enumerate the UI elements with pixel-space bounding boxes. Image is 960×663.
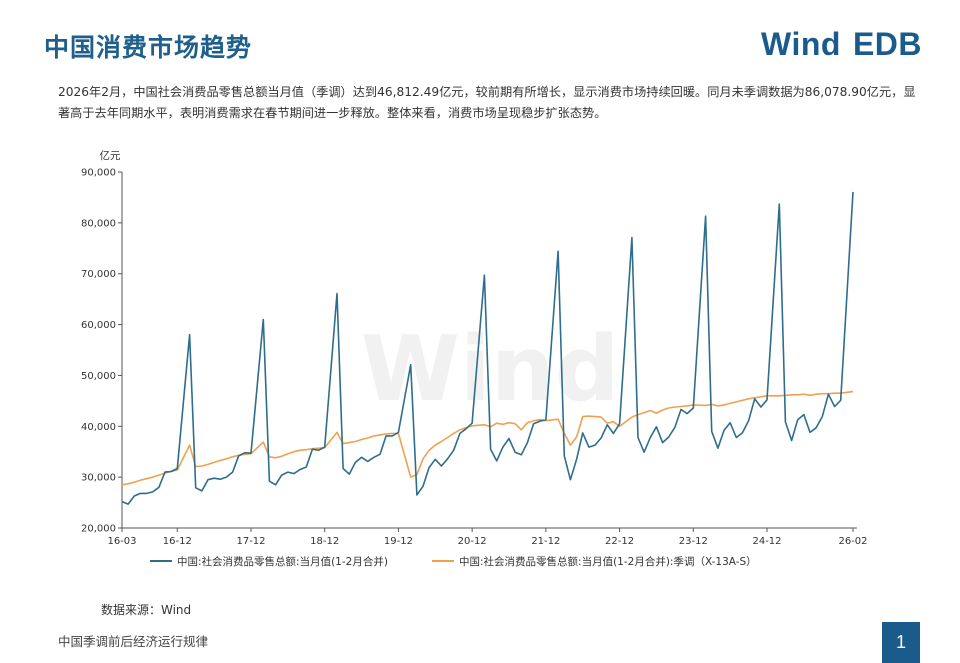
y-tick-label: 30,000 (81, 473, 116, 484)
page-number: 1 (882, 622, 920, 663)
y-tick-label: 70,000 (81, 269, 116, 280)
x-tick-label: 24-12 (752, 536, 781, 547)
legend-item-raw-label: 中国:社会消费品零售总额:当月值(1-2月合并) (177, 555, 388, 568)
x-tick-label: 22-12 (605, 536, 634, 547)
logo-brand: Wind (761, 26, 841, 62)
axes: 亿元 20,000 30,000 40,000 50,000 60,000 70,000 80… (81, 149, 868, 547)
x-tick-label: 23-12 (679, 536, 708, 547)
x-tick-label: 16-03 (107, 536, 136, 547)
series-line-raw (121, 191, 854, 505)
footer-section-title: 中国季调前后经济运行规律 (58, 634, 209, 649)
series-lines (121, 191, 854, 505)
y-unit-label: 亿元 (100, 149, 121, 162)
summary-paragraph: 2026年2月，中国社会消费品零售总额当月值（季调）达到46,812.49亿元，… (58, 85, 916, 120)
y-tick-label: 40,000 (81, 422, 116, 433)
x-tick-label: 26-02 (838, 536, 867, 547)
data-source: 数据来源：Wind (101, 603, 192, 617)
x-tick-label: 17-12 (236, 536, 265, 547)
y-tick-label: 20,000 (81, 524, 116, 535)
page-title: 中国消费市场趋势 (44, 33, 253, 62)
logo-product: EDB (852, 26, 922, 62)
y-tick-label: 60,000 (81, 320, 116, 331)
x-tick-label: 18-12 (310, 536, 339, 547)
y-tick-label: 50,000 (81, 371, 116, 382)
y-tick-label: 80,000 (81, 218, 116, 229)
watermark: Wind (361, 317, 620, 422)
line-chart: Wind 亿元 20,000 30,000 40,000 50,000 60,000 70,… (81, 149, 868, 568)
y-tick-label: 90,000 (81, 168, 116, 179)
legend: 中国:社会消费品零售总额:当月值(1-2月合并) 中国:社会消费品零售总额:当月值… (150, 555, 757, 568)
x-tick-label: 21-12 (531, 536, 560, 547)
x-tick-label: 19-12 (384, 536, 413, 547)
wind-edb-logo: Wind EDB (761, 26, 922, 63)
x-tick-label: 20-12 (458, 536, 487, 547)
x-tick-label: 16-12 (163, 536, 192, 547)
legend-item-seasonally-adjusted-label: 中国:社会消费品零售总额:当月值(1-2月合并):季调（X-13A-S） (459, 555, 757, 568)
